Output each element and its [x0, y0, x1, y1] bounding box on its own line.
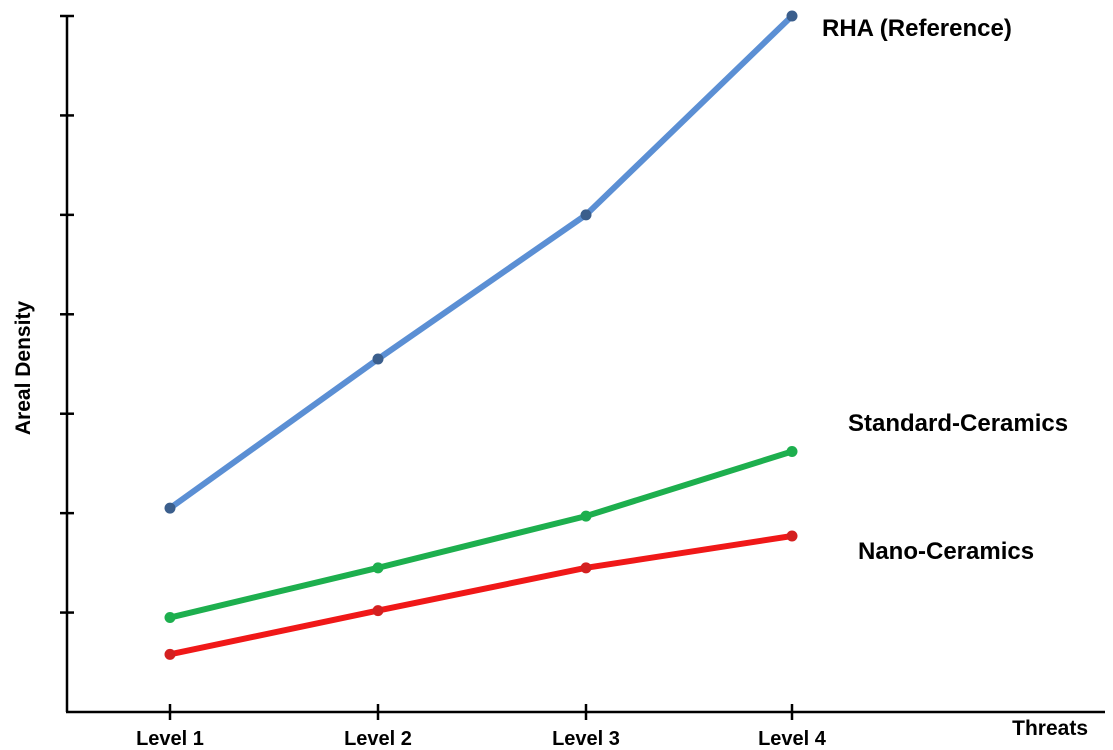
- series-markers: [164, 10, 798, 660]
- data-point-nano-ceramics: [786, 530, 798, 542]
- data-point-nano-ceramics: [164, 648, 176, 660]
- data-point-standard-ceramics: [580, 510, 592, 522]
- data-point-rha-reference: [164, 502, 176, 514]
- x-tick-label: Level 2: [344, 728, 412, 750]
- series-label-rha-reference: RHA (Reference): [822, 15, 1012, 42]
- data-point-standard-ceramics: [786, 445, 798, 457]
- series-label-standard-ceramics: Standard-Ceramics: [848, 410, 1068, 437]
- series-line-nano-ceramics: [169, 533, 793, 658]
- x-tick-label: Level 3: [552, 728, 620, 750]
- data-point-nano-ceramics: [372, 605, 384, 617]
- series-labels: RHA (Reference) Standard-Ceramics Nano-Cer…: [822, 15, 1068, 565]
- data-point-rha-reference: [580, 209, 592, 221]
- data-point-standard-ceramics: [372, 562, 384, 574]
- y-ticks: [60, 14, 74, 614]
- x-tick-label: Level 4: [758, 728, 827, 750]
- series-line-rha-reference: [168, 13, 795, 511]
- x-ticks: Level 1 Level 2 Level 3 Level 4: [136, 704, 827, 750]
- series-lines: [168, 13, 795, 658]
- data-point-rha-reference: [786, 10, 798, 22]
- data-point-nano-ceramics: [580, 562, 592, 574]
- x-tick-label: Level 1: [136, 728, 204, 750]
- data-point-rha-reference: [372, 353, 384, 365]
- series-line-standard-ceramics: [169, 448, 793, 621]
- y-axis-title: Areal Density: [12, 301, 35, 436]
- series-label-nano-ceramics: Nano-Ceramics: [858, 538, 1034, 565]
- x-axis-title: Threats: [1012, 717, 1088, 740]
- data-point-standard-ceramics: [164, 612, 176, 624]
